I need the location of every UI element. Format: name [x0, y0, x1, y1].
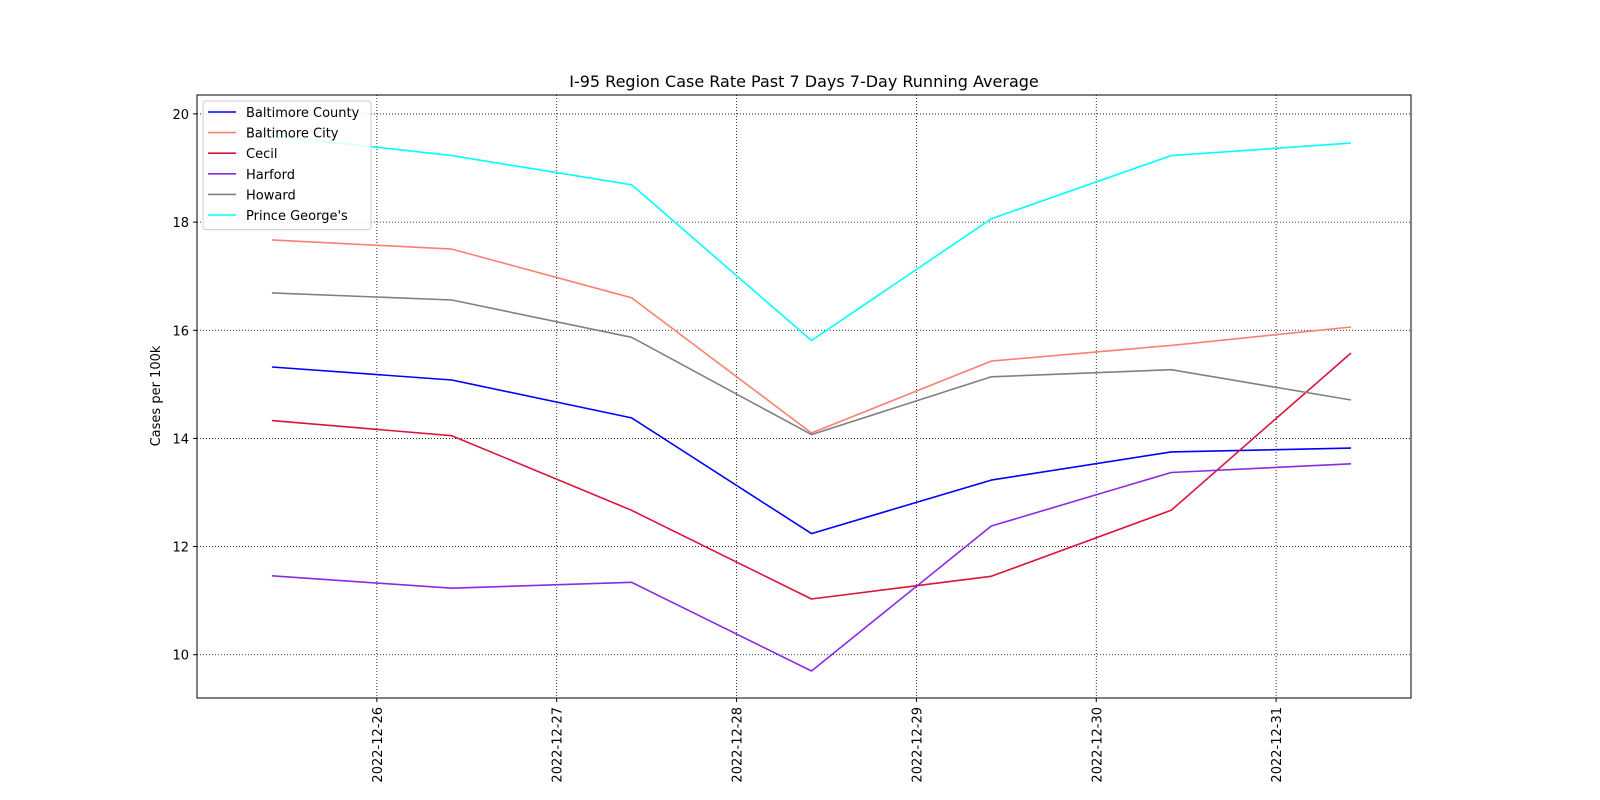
legend-label: Howard [246, 188, 296, 203]
legend-box [202, 100, 372, 231]
chart-title: I-95 Region Case Rate Past 7 Days 7-Day … [569, 72, 1039, 91]
y-axis: 10 12 14 16 18 20 [172, 108, 197, 664]
series-line-prince-george-s [271, 134, 1352, 342]
legend-label: Harford [246, 168, 295, 183]
legend-label: Baltimore City [246, 127, 339, 142]
x-axis: 2022-12-26 2022-12-27 2022-12-28 2022-12-29… [371, 698, 1285, 783]
y-tick-label: 12 [172, 541, 189, 556]
series-lines [271, 134, 1352, 672]
series-line-cecil [271, 352, 1352, 600]
series-line-harford [271, 463, 1352, 672]
y-tick-label: 14 [172, 432, 189, 447]
x-tick-label: 2022-12-30 [1090, 707, 1105, 783]
y-tick-label: 16 [172, 324, 189, 339]
legend-label: Baltimore County [246, 106, 360, 121]
series-line-baltimore-city [271, 239, 1352, 434]
legend: Baltimore County Baltimore City Cecil Harfo… [202, 100, 372, 231]
y-tick-label: 20 [172, 108, 189, 123]
y-tick-label: 18 [172, 216, 189, 231]
legend-label: Prince George's [246, 209, 348, 224]
grid-lines [197, 95, 1411, 698]
series-line-howard [271, 292, 1352, 436]
plot-area-frame [196, 94, 1412, 699]
x-tick-label: 2022-12-26 [371, 707, 386, 783]
series-line-baltimore-county [271, 366, 1352, 535]
y-axis-label: Cases per 100k [149, 345, 164, 446]
x-tick-label: 2022-12-27 [551, 707, 566, 783]
x-tick-label: 2022-12-29 [910, 707, 925, 783]
x-tick-label: 2022-12-31 [1270, 707, 1285, 783]
x-tick-label: 2022-12-28 [731, 707, 746, 783]
legend-label: Cecil [246, 147, 277, 162]
y-tick-label: 10 [172, 649, 189, 664]
